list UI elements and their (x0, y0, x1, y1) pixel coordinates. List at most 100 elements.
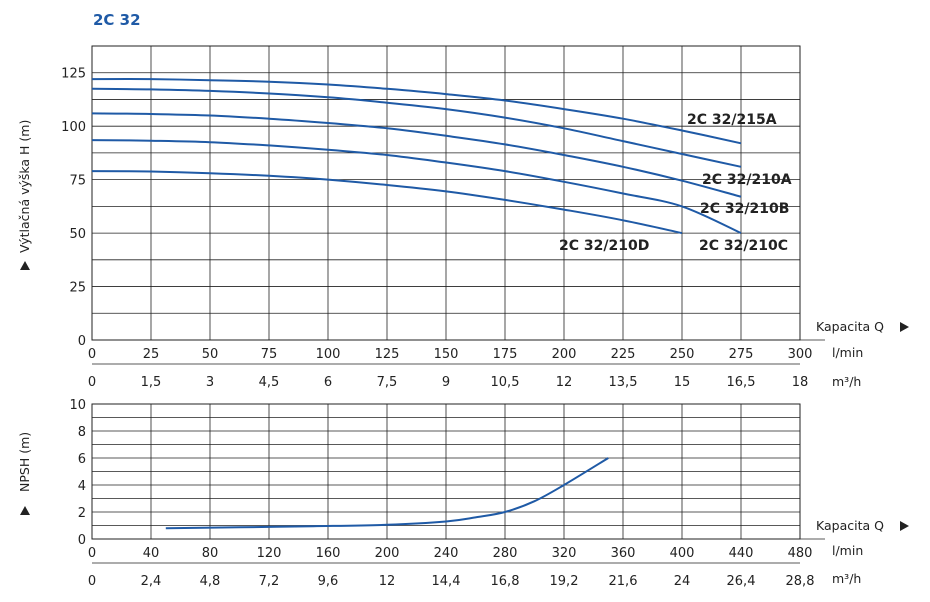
curve-2c-32-210a (91, 87, 742, 168)
x-tick-label: 125 (375, 347, 400, 362)
y-axis-arrow-icon (20, 261, 30, 270)
x-tick-label-secondary: 9 (442, 375, 450, 390)
npsh-x-ticks-m3h: 0 2,4 4,8 7,2 9,6 12 14,4 16,8 19,2 21,6 24 26,4 28,… (88, 574, 815, 589)
x-tick-label: 300 (788, 347, 813, 362)
curve-label-210B: 2C 32/210B (700, 201, 789, 217)
x-tick-label: 100 (316, 347, 341, 362)
npsh-x-unit-lmin: l/min (832, 543, 863, 558)
y-tick-label: 75 (69, 174, 86, 189)
y-tick-label: 0 (78, 334, 86, 349)
curve-label-210C: 2C 32/210C (699, 238, 788, 254)
curve-2c-32-215a (91, 78, 742, 145)
x-tick-label-secondary: 12 (556, 375, 573, 390)
x-tick-label-secondary: 10,5 (491, 375, 520, 390)
x-tick-label: 480 (788, 546, 813, 561)
y-tick-label: 125 (61, 67, 86, 82)
head-curves (91, 78, 742, 235)
x-tick-label: 25 (143, 347, 160, 362)
x-tick-label: 50 (202, 347, 219, 362)
x-tick-label: 320 (552, 546, 577, 561)
x-tick-label-secondary: 9,6 (318, 574, 339, 589)
y-tick-label: 100 (61, 120, 86, 135)
npsh-grid (91, 403, 825, 564)
npsh-x-ticks-lmin: 0 40 80 120 160 200 240 280 320 360 400 440 480 (88, 546, 813, 561)
x-tick-label: 200 (375, 546, 400, 561)
chart-title: 2C 32 (93, 11, 141, 29)
npsh-y-axis-arrow-icon (20, 506, 30, 515)
x-tick-label: 80 (202, 546, 219, 561)
x-axis-arrow-icon (900, 322, 909, 332)
x-tick-label-secondary: 7,5 (377, 375, 398, 390)
x-tick-label: 150 (434, 347, 459, 362)
head-x-ticks-lmin: 0 25 50 75 100 125 150 175 200 225 250 275 300 (88, 347, 813, 362)
x-tick-label-secondary: 4,8 (200, 574, 221, 589)
y-tick-label: 8 (78, 425, 86, 440)
x-tick-label-secondary: 0 (88, 574, 96, 589)
x-tick-label: 250 (670, 347, 695, 362)
x-tick-label: 240 (434, 546, 459, 561)
x-tick-label-secondary: 15 (674, 375, 691, 390)
y-tick-label: 2 (78, 506, 86, 521)
x-tick-label-secondary: 14,4 (432, 574, 461, 589)
x-tick-label-secondary: 16,5 (727, 375, 756, 390)
curve-label-210D: 2C 32/210D (559, 238, 649, 254)
head-grid (91, 45, 825, 365)
curve-2c-32-210c (91, 139, 742, 235)
x-tick-label-secondary: 18 (792, 375, 809, 390)
x-tick-label-secondary: 1,5 (141, 375, 162, 390)
curve-label-215A: 2C 32/215A (687, 112, 777, 128)
y-tick-label: 50 (69, 227, 86, 242)
npsh-curves (165, 457, 609, 530)
head-x-unit-lmin: l/min (832, 345, 863, 360)
y-tick-label: 6 (78, 452, 86, 467)
x-tick-label-secondary: 0 (88, 375, 96, 390)
x-tick-label: 75 (261, 347, 278, 362)
x-tick-label: 175 (493, 347, 518, 362)
x-tick-label: 200 (552, 347, 577, 362)
npsh-x-unit-m3h: m³/h (832, 571, 861, 586)
x-tick-label-secondary: 4,5 (259, 375, 280, 390)
npsh-x-label: Kapacita Q (816, 518, 884, 533)
curve-2c-32-210d (91, 170, 683, 235)
x-tick-label: 225 (611, 347, 636, 362)
head-x-ticks-m3h: 0 1,5 3 4,5 6 7,5 9 10,5 12 13,5 15 16,5 18 (88, 375, 808, 390)
npsh-y-ticks: 0 2 4 6 8 10 (69, 398, 86, 548)
x-tick-label: 440 (729, 546, 754, 561)
y-tick-label: 25 (69, 281, 86, 296)
x-tick-label-secondary: 13,5 (609, 375, 638, 390)
curve-2c-32-210b (91, 112, 742, 198)
y-tick-label: 4 (78, 479, 86, 494)
x-tick-label: 400 (670, 546, 695, 561)
x-tick-label-secondary: 21,6 (609, 574, 638, 589)
x-tick-label: 0 (88, 546, 96, 561)
x-tick-label-secondary: 2,4 (141, 574, 162, 589)
x-tick-label-secondary: 6 (324, 375, 332, 390)
curve-npsh (165, 457, 609, 530)
x-tick-label: 280 (493, 546, 518, 561)
x-tick-label: 360 (611, 546, 636, 561)
head-x-unit-m3h: m³/h (832, 374, 861, 389)
npsh-y-label: NPSH (m) (17, 432, 32, 492)
x-tick-label-secondary: 12 (379, 574, 396, 589)
x-tick-label: 0 (88, 347, 96, 362)
x-tick-label-secondary: 3 (206, 375, 214, 390)
x-tick-label: 275 (729, 347, 754, 362)
y-tick-label: 0 (78, 533, 86, 548)
npsh-x-axis-arrow-icon (900, 521, 909, 531)
x-tick-label-secondary: 28,8 (786, 574, 815, 589)
x-tick-label-secondary: 19,2 (550, 574, 579, 589)
head-y-ticks: 0 25 50 75 100 125 (61, 67, 86, 349)
head-y-label: Výtlačná výška H (m) (17, 120, 32, 253)
curve-label-210A: 2C 32/210A (702, 172, 792, 188)
x-tick-label-secondary: 7,2 (259, 574, 280, 589)
x-tick-label: 40 (143, 546, 160, 561)
x-tick-label-secondary: 16,8 (491, 574, 520, 589)
x-tick-label: 160 (316, 546, 341, 561)
x-tick-label-secondary: 24 (674, 574, 691, 589)
x-tick-label: 120 (257, 546, 282, 561)
x-tick-label-secondary: 26,4 (727, 574, 756, 589)
y-tick-label: 10 (69, 398, 86, 413)
